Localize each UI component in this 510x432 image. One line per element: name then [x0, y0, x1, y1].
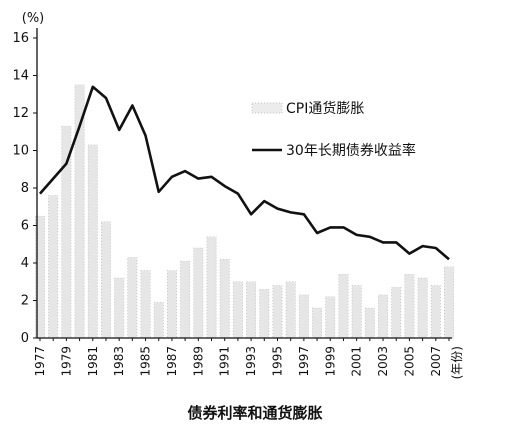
x-tick-label: 1989 — [191, 346, 205, 377]
cpi-bar — [272, 285, 283, 339]
x-axis-label: (年份) — [450, 346, 464, 379]
legend-yield-label: 30年长期债券收益率 — [286, 142, 416, 159]
cpi-bar — [351, 285, 362, 339]
x-tick-label: 1993 — [244, 346, 258, 377]
x-tick-label: 2007 — [429, 346, 443, 377]
cpi-bar — [127, 257, 138, 339]
cpi-bar — [87, 144, 98, 339]
cpi-bar — [140, 270, 151, 339]
y-tick-label: 16 — [12, 31, 29, 46]
x-tick-label: 2005 — [402, 346, 416, 377]
x-tick-label: 1981 — [86, 346, 100, 377]
x-tick-label: 1991 — [218, 346, 232, 377]
y-axis-label: (%) — [22, 11, 45, 26]
cpi-bar — [193, 247, 204, 339]
cpi-bar — [259, 288, 270, 339]
cpi-bar — [391, 287, 402, 339]
cpi-bar — [325, 296, 336, 339]
cpi-bar — [378, 294, 389, 339]
cpi-bar — [338, 273, 349, 339]
x-tick-label: 1979 — [59, 346, 73, 377]
cpi-bar — [298, 294, 309, 339]
x-tick-label: 2003 — [376, 346, 390, 377]
x-tick-label: 1995 — [270, 346, 284, 377]
y-tick-label: 8 — [21, 181, 29, 196]
cpi-bar — [48, 195, 59, 339]
cpi-bar — [312, 307, 323, 339]
cpi-bar — [364, 307, 375, 339]
chart-caption: 债券利率和通货膨胀 — [187, 404, 323, 422]
x-tick-label: 1985 — [139, 346, 153, 377]
x-tick-label: 1987 — [165, 346, 179, 377]
x-tick-label: 1977 — [33, 346, 47, 377]
x-tick-label: 1999 — [323, 346, 337, 377]
cpi-bar — [404, 273, 415, 339]
x-tick-label: 2001 — [350, 346, 364, 377]
yield-series-line — [39, 85, 450, 261]
y-tick-label: 0 — [21, 331, 29, 346]
y-tick-label: 2 — [21, 294, 29, 309]
cpi-bar — [100, 221, 111, 339]
cpi-series — [35, 84, 454, 339]
legend: CPI通货膨胀 30年长期债券收益率 — [251, 100, 416, 159]
cpi-bar — [246, 281, 257, 339]
y-tick-label: 14 — [12, 69, 29, 84]
legend-cpi-swatch — [251, 102, 283, 114]
cpi-bar — [285, 281, 296, 339]
cpi-bar — [166, 270, 177, 339]
cpi-bar — [219, 258, 230, 339]
cpi-bar — [232, 281, 243, 339]
cpi-bar — [180, 260, 191, 339]
cpi-bar — [114, 277, 125, 339]
x-tick-label: 1983 — [112, 346, 126, 377]
cpi-bar — [206, 236, 217, 339]
x-tick-label: 1997 — [297, 346, 311, 377]
axes: 0 2 4 6 8 10 12 14 16 (%) 1977 1979 1981 1983 1985 1987… — [12, 11, 464, 379]
cpi-bar — [153, 302, 164, 339]
plot-area — [39, 86, 450, 260]
y-tick-label: 4 — [21, 256, 29, 271]
cpi-bar — [417, 277, 428, 339]
y-tick-label: 10 — [12, 144, 29, 159]
cpi-bar — [430, 285, 441, 339]
y-tick-label: 6 — [21, 219, 29, 234]
legend-cpi-label: CPI通货膨胀 — [286, 100, 364, 117]
y-tick-label: 12 — [12, 106, 29, 121]
cpi-bar — [444, 266, 454, 339]
